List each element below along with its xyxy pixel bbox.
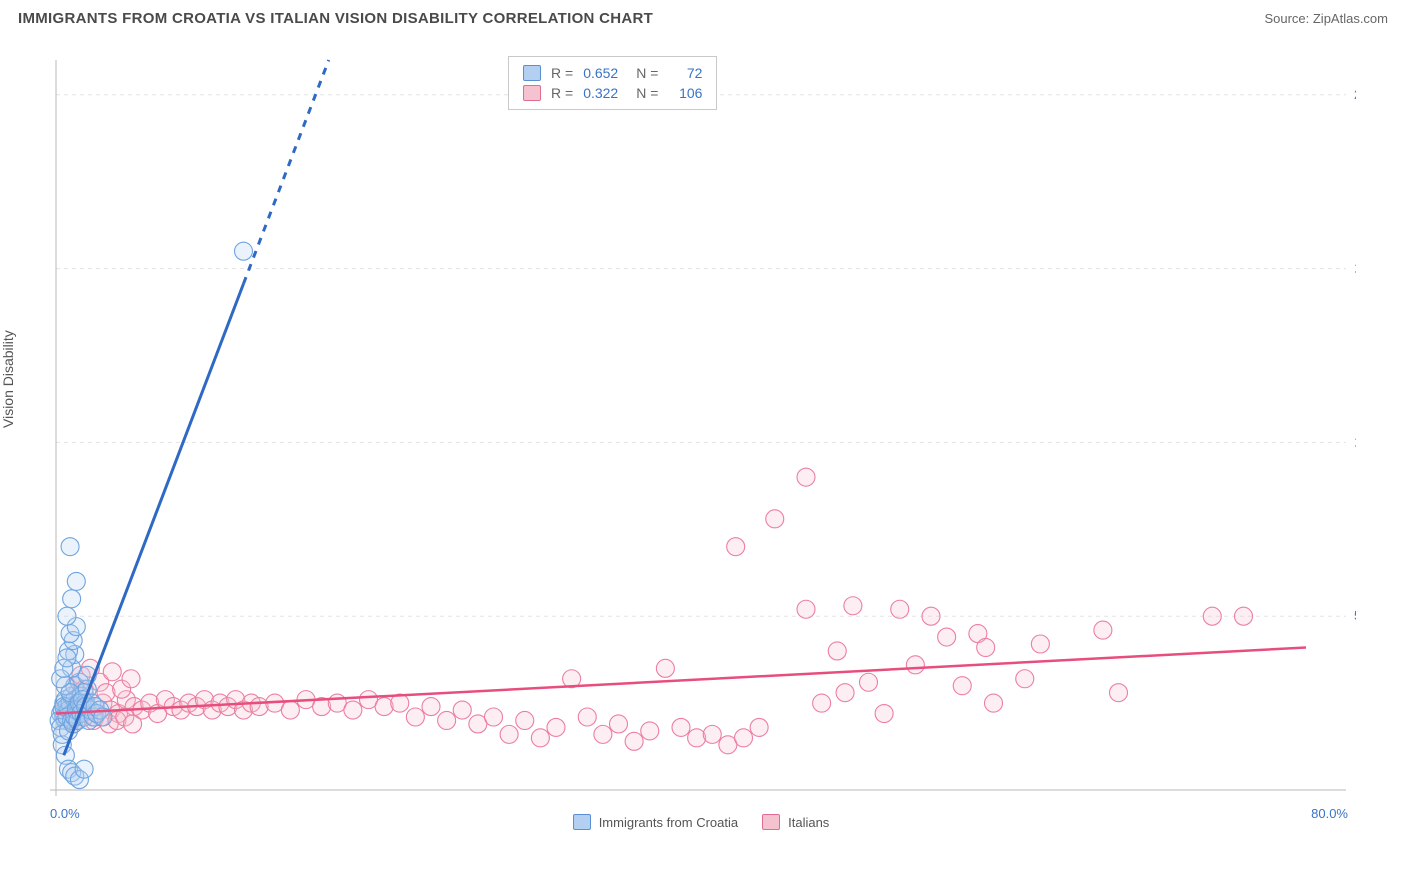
svg-text:5.0%: 5.0%: [1354, 608, 1356, 623]
svg-text:10.0%: 10.0%: [1354, 434, 1356, 449]
chart-source: Source: ZipAtlas.com: [1264, 11, 1388, 26]
series-swatch: [523, 65, 541, 81]
legend-item: Immigrants from Croatia: [573, 814, 738, 830]
stats-row: R =0.652N =72: [523, 63, 702, 83]
stats-row: R =0.322N =106: [523, 83, 702, 103]
svg-text:20.0%: 20.0%: [1354, 87, 1356, 102]
y-axis-label: Vision Disability: [0, 330, 16, 428]
x-axis-legend: Immigrants from Croatia Italians: [46, 814, 1356, 830]
chart-header: IMMIGRANTS FROM CROATIA VS ITALIAN VISIO…: [0, 0, 1406, 33]
series-swatch: [573, 814, 591, 830]
series-swatch: [523, 85, 541, 101]
legend-item: Italians: [762, 814, 829, 830]
chart-title: IMMIGRANTS FROM CROATIA VS ITALIAN VISIO…: [18, 10, 653, 27]
stats-legend-box: R =0.652N =72R =0.322N =106: [508, 56, 717, 110]
svg-text:15.0%: 15.0%: [1354, 261, 1356, 276]
scatter-plot: ZIPatlas 5.0%10.0%15.0%20.0% 0.0%80.0%: [46, 50, 1356, 830]
series-swatch: [762, 814, 780, 830]
chart-area: ZIPatlas 5.0%10.0%15.0%20.0% 0.0%80.0% R…: [46, 50, 1356, 830]
